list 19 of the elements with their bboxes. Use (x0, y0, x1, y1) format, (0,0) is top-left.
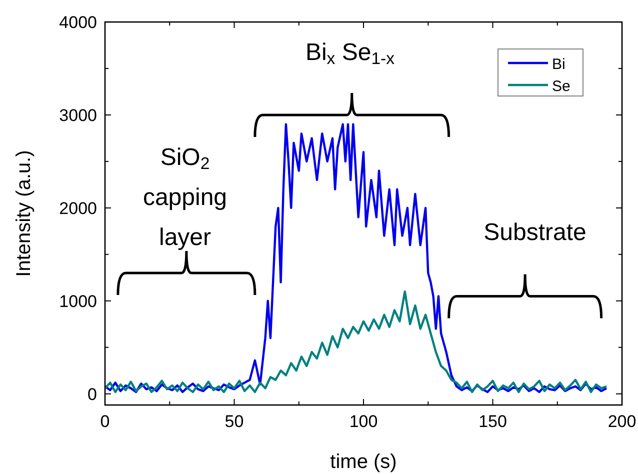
x-tick-label: 0 (100, 412, 110, 431)
x-tick-label: 150 (478, 412, 507, 431)
y-tick-label: 3000 (59, 106, 97, 125)
y-tick-label: 1000 (59, 292, 97, 311)
x-axis-title: time (s) (330, 451, 397, 473)
annotation: Substrate (484, 219, 586, 246)
x-tick-label: 50 (224, 412, 244, 431)
y-axis-title: Intensity (a.u.) (13, 150, 35, 277)
line-series (105, 290, 608, 394)
annotation: SiO$_{2}$ capping layer (142, 144, 228, 251)
x-tick-label: 200 (608, 412, 636, 431)
legend-label: Se (552, 78, 570, 95)
y-tick-label: 0 (88, 384, 97, 404)
y-tick-label: 4000 (59, 13, 97, 32)
line-series (105, 123, 608, 394)
y-tick-label: 2000 (59, 198, 97, 218)
legend-label: Bi (552, 56, 566, 73)
x-tick-label: 100 (349, 412, 378, 431)
annotation: Bi$_{x}$ Se$_{1-x}$ (305, 39, 396, 68)
